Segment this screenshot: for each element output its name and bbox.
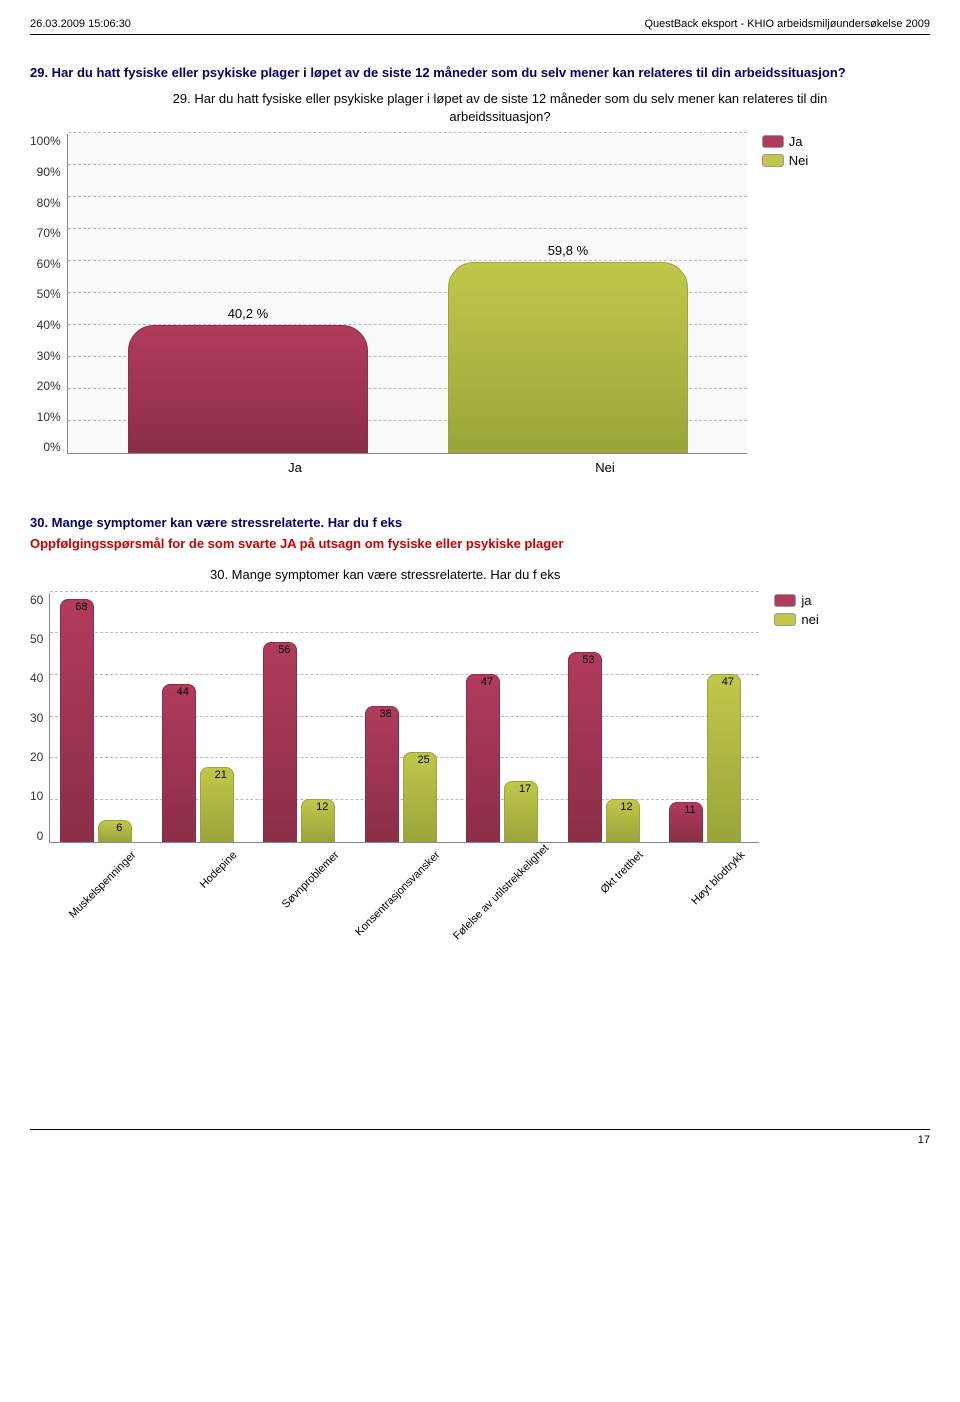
chart-30-legend: janei [774,593,818,843]
chart-30-title: 30. Mange symptomer kan være stressrelat… [90,566,870,584]
page-number: 17 [30,1134,930,1146]
chart-29-ylabels: 100%90%80%70%60%50%40%30%20%10%0% [30,134,67,454]
header-timestamp: 26.03.2009 15:06:30 [30,18,131,30]
footer-divider [30,1129,930,1130]
chart-30: 30. Mange symptomer kan være stressrelat… [30,566,930,948]
header-title: QuestBack eksport - KHIO arbeidsmiljøund… [644,18,930,30]
chart-29-xlabels: JaNei [80,460,760,475]
chart-30-plot: 684456384753116211225171247 [49,593,759,843]
page-header: 26.03.2009 15:06:30 QuestBack eksport - … [30,18,930,30]
header-divider [30,34,930,35]
question-30: 30. Mange symptomer kan være stressrelat… [30,515,930,530]
chart-30-xlabels: MuskelspenningerHodepineSøvnproblemerKon… [70,849,780,949]
chart-29-title: 29. Har du hatt fysiske eller psykiske p… [130,90,870,126]
chart-29: 29. Har du hatt fysiske eller psykiske p… [30,90,930,475]
chart-29-legend: JaNei [762,134,809,454]
question-30-sub: Oppfølgingsspørsmål for de som svarte JA… [30,536,930,551]
question-29: 29. Har du hatt fysiske eller psykiske p… [30,65,930,80]
chart-29-plot: 40,2 %59,8 % [67,134,747,454]
chart-30-ylabels: 6050403020100 [30,593,49,843]
